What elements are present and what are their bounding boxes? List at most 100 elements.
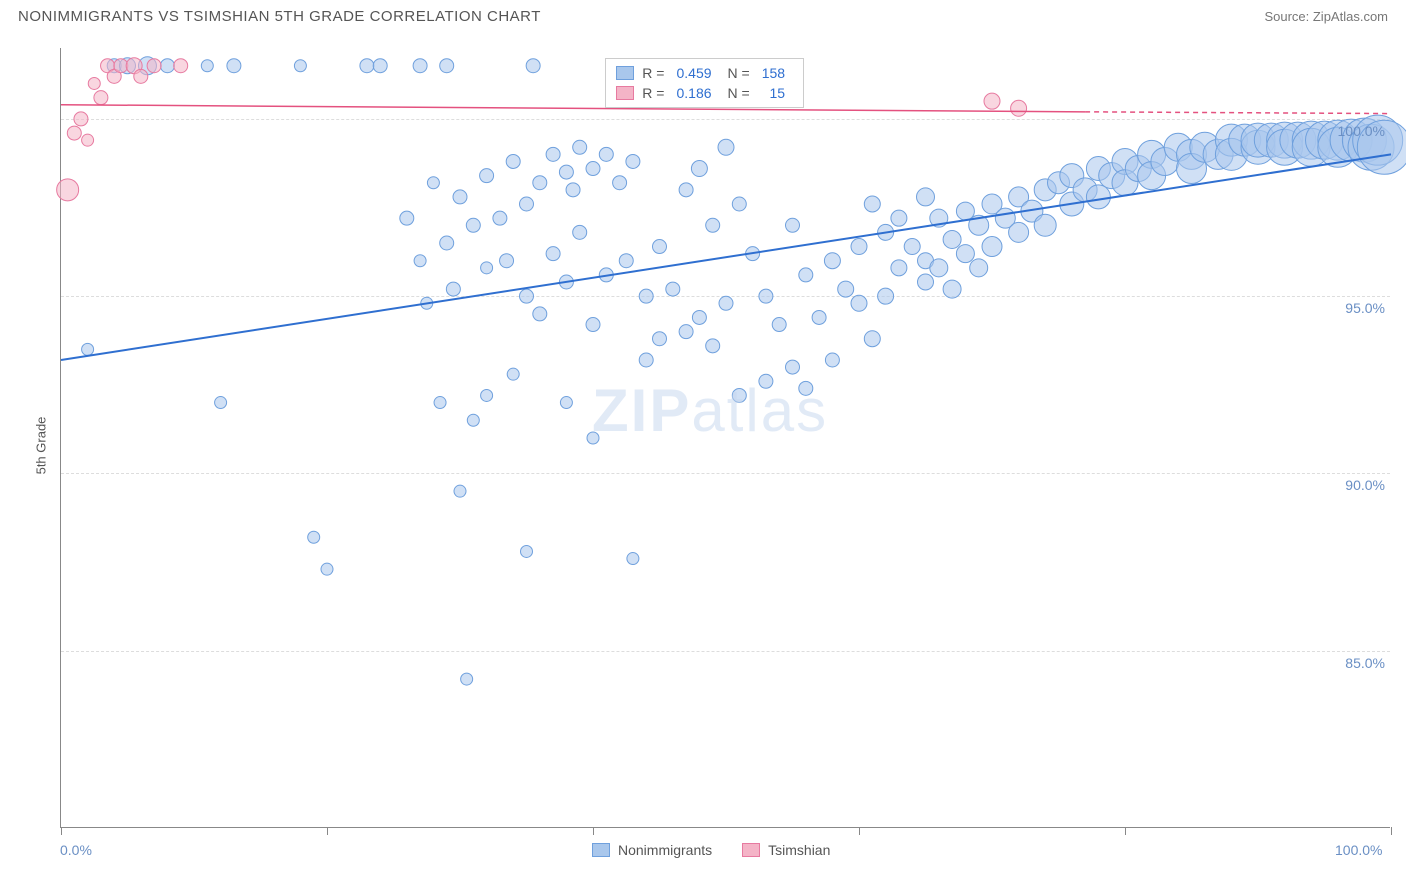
data-point (786, 360, 800, 374)
data-point (174, 59, 188, 73)
data-point (201, 60, 213, 72)
data-point (506, 154, 520, 168)
data-point (706, 218, 720, 232)
data-point (453, 190, 467, 204)
data-point (57, 179, 79, 201)
data-point (1009, 222, 1029, 242)
data-point (67, 126, 81, 140)
data-point (294, 60, 306, 72)
y-tick-label: 90.0% (1330, 477, 1385, 493)
x-tick (61, 827, 62, 835)
y-tick-label: 95.0% (1330, 300, 1385, 316)
x-tick (593, 827, 594, 835)
source-text: Source: ZipAtlas.com (1264, 9, 1388, 24)
data-point (891, 210, 907, 226)
data-point (446, 282, 460, 296)
x-tick (1391, 827, 1392, 835)
trend-line (61, 154, 1391, 360)
data-point (653, 332, 667, 346)
data-point (493, 211, 507, 225)
data-point (413, 59, 427, 73)
data-point (786, 218, 800, 232)
data-point (227, 59, 241, 73)
legend-row: R =0.186N = 15 (616, 83, 793, 103)
data-point (619, 254, 633, 268)
data-point (759, 374, 773, 388)
data-point (134, 69, 148, 83)
x-tick (859, 827, 860, 835)
data-point (666, 282, 680, 296)
legend-swatch (616, 66, 634, 80)
bottom-legend-item: Tsimshian (742, 840, 830, 860)
data-point (82, 134, 94, 146)
data-point (706, 339, 720, 353)
data-point (74, 112, 88, 126)
data-point (586, 318, 600, 332)
bottom-legend-item: Nonimmigrants (592, 840, 712, 860)
y-tick-label: 85.0% (1330, 655, 1385, 671)
legend-swatch (742, 843, 760, 857)
data-point (321, 563, 333, 575)
x-tick (1125, 827, 1126, 835)
data-point (692, 310, 706, 324)
data-point (215, 397, 227, 409)
data-point (1011, 100, 1027, 116)
data-point (970, 259, 988, 277)
data-point (838, 281, 854, 297)
data-point (799, 381, 813, 395)
data-point (466, 218, 480, 232)
data-point (864, 196, 880, 212)
data-point (440, 236, 454, 250)
data-point (943, 280, 961, 298)
data-point (626, 154, 640, 168)
data-point (587, 432, 599, 444)
trend-line-dashed (1085, 112, 1391, 114)
data-point (559, 165, 573, 179)
y-axis-title: 5th Grade (33, 417, 48, 475)
legend-swatch (592, 843, 610, 857)
data-point (904, 239, 920, 255)
data-point (147, 59, 161, 73)
data-point (520, 289, 534, 303)
data-point (546, 247, 560, 261)
data-point (94, 91, 108, 105)
data-point (891, 260, 907, 276)
data-point (799, 268, 813, 282)
data-point (414, 255, 426, 267)
data-point (360, 59, 374, 73)
legend-label: Nonimmigrants (618, 842, 712, 858)
data-point (440, 59, 454, 73)
correlation-legend-box: R =0.459N =158R =0.186N = 15 (605, 58, 804, 108)
legend-swatch (616, 86, 634, 100)
data-point (824, 253, 840, 269)
data-point (434, 397, 446, 409)
data-point (918, 274, 934, 290)
title-bar: NONIMMIGRANTS VS TSIMSHIAN 5TH GRADE COR… (0, 0, 1406, 33)
data-point (586, 162, 600, 176)
data-point (566, 183, 580, 197)
data-point (427, 177, 439, 189)
data-point (481, 262, 493, 274)
data-point (719, 296, 733, 310)
data-point (956, 202, 974, 220)
data-point (1086, 185, 1110, 209)
data-point (917, 188, 935, 206)
data-point (526, 59, 540, 73)
chart-title: NONIMMIGRANTS VS TSIMSHIAN 5TH GRADE COR… (18, 8, 541, 25)
data-point (599, 147, 613, 161)
data-point (732, 388, 746, 402)
data-point (520, 197, 534, 211)
data-point (851, 295, 867, 311)
legend-label: Tsimshian (768, 842, 830, 858)
data-point (718, 139, 734, 155)
legend-row: R =0.459N =158 (616, 63, 793, 83)
data-point (521, 545, 533, 557)
data-point (507, 368, 519, 380)
data-point (467, 414, 479, 426)
data-point (759, 289, 773, 303)
data-point (812, 310, 826, 324)
data-point (984, 93, 1000, 109)
data-point (825, 353, 839, 367)
data-point (772, 318, 786, 332)
data-point (982, 237, 1002, 257)
